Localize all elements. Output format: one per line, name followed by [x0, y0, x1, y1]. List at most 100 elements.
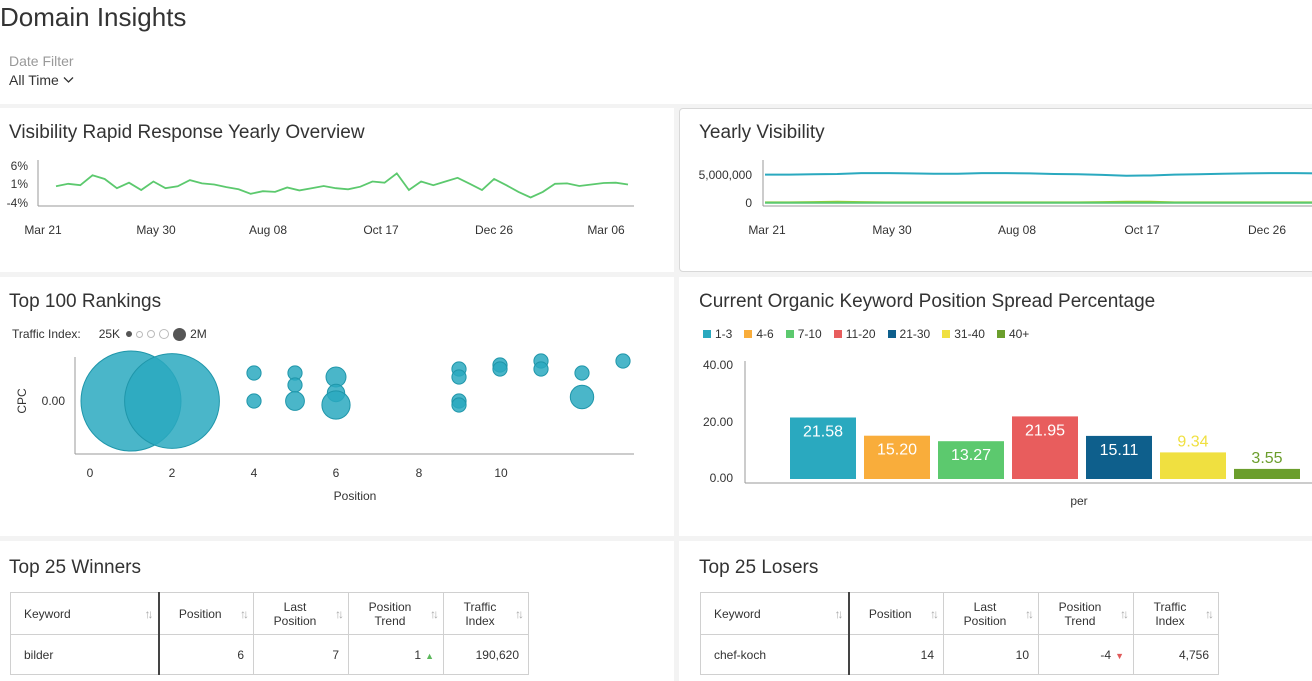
sort-arrows-icon[interactable]: ↑↓ — [144, 606, 154, 621]
legend-item[interactable]: 40+ — [996, 327, 1029, 341]
ranking-bubble[interactable] — [246, 393, 262, 409]
ranking-bubble[interactable] — [321, 390, 351, 420]
ranking-bubble[interactable] — [533, 361, 549, 377]
winners-table: Keyword ↑↓ Position ↑↓ Last Position ↑↓ Pos… — [10, 592, 529, 675]
x-axis-label: per — [1070, 494, 1087, 508]
column-header-keyword[interactable]: Keyword ↑↓ — [10, 592, 160, 635]
x-tick-label: Aug 08 — [249, 223, 287, 237]
bar-value-label: 21.58 — [803, 424, 843, 441]
spread-bar[interactable] — [1234, 468, 1300, 479]
ranking-bubble[interactable] — [124, 353, 220, 449]
visibility-series-line — [765, 172, 1312, 177]
sort-arrows-icon[interactable]: ↑↓ — [430, 606, 439, 621]
y-tick-label: 20.00 — [703, 415, 733, 429]
position-cell: 6 — [158, 634, 254, 675]
legend-item[interactable]: 4-6 — [744, 327, 774, 341]
table-row[interactable]: bilder 6 7 1 ▲ 190,620 — [10, 634, 529, 675]
y-tick-label: 5,000,000 — [699, 168, 753, 182]
top25-losers-panel: Top 25 Losers Keyword ↑↓ Position ↑↓ Last … — [679, 541, 1312, 681]
column-header-position[interactable]: Position ↑↓ — [158, 592, 254, 635]
yearly-visibility-title: Yearly Visibility — [699, 122, 825, 143]
spread-bar[interactable] — [1160, 452, 1226, 479]
sort-arrows-icon[interactable]: ↑↓ — [1205, 606, 1214, 621]
x-tick-label: Oct 17 — [1124, 223, 1160, 237]
ranking-bubble[interactable] — [285, 391, 305, 411]
bar-value-label: 21.95 — [1025, 422, 1065, 439]
top25-losers-title: Top 25 Losers — [699, 557, 819, 578]
x-tick-label: May 30 — [872, 223, 912, 237]
ranking-bubble[interactable] — [287, 377, 303, 393]
legend-item[interactable]: 11-20 — [833, 327, 876, 341]
column-header-position-trend[interactable]: Position Trend ↑↓ — [348, 592, 444, 635]
bar-value-label: 15.20 — [877, 442, 917, 459]
losers-table: Keyword ↑↓ Position ↑↓ Last Position ↑↓ Pos… — [700, 592, 1219, 675]
position-cell: 14 — [848, 634, 944, 675]
sort-arrows-icon[interactable]: ↑↓ — [1120, 606, 1129, 621]
sort-arrows-icon[interactable]: ↑↓ — [1025, 606, 1034, 621]
legend-label: 1-3 — [715, 327, 733, 341]
x-tick-label: 6 — [333, 466, 340, 480]
legend-item[interactable]: 31-40 — [942, 327, 985, 341]
spread-bar[interactable] — [790, 417, 856, 480]
legend-item[interactable]: 21-30 — [887, 327, 931, 341]
column-header-keyword[interactable]: Keyword ↑↓ — [700, 592, 850, 635]
y-tick-label: 0.00 — [710, 471, 734, 485]
position-spread-legend: 1-3 4-6 7-10 11-20 21-30 31-40 40+ — [703, 327, 1029, 341]
position-spread-panel: Current Organic Keyword Position Spread … — [679, 277, 1312, 536]
top25-winners-panel: Top 25 Winners Keyword ↑↓ Position ↑↓ Last… — [0, 541, 674, 681]
sort-arrows-icon[interactable]: ↑↓ — [515, 606, 524, 621]
page-header: Domain Insights Date Filter All Time — [0, 0, 1312, 104]
legend-label: 4-6 — [756, 327, 774, 341]
x-tick-label: Mar 21 — [24, 223, 62, 237]
date-filter-dropdown[interactable]: All Time — [9, 72, 74, 88]
column-header-traffic-index[interactable]: Traffic Index ↑↓ — [1133, 592, 1219, 635]
position-trend-cell: 1 ▲ — [348, 634, 444, 675]
ranking-bubble[interactable] — [246, 365, 262, 381]
legend-item[interactable]: 1-3 — [703, 327, 732, 341]
bar-value-label: 13.27 — [951, 447, 991, 464]
x-tick-label: Dec 26 — [475, 223, 513, 237]
ranking-bubble[interactable] — [451, 369, 467, 385]
date-filter-label: Date Filter — [9, 53, 74, 69]
sort-arrows-icon[interactable]: ↑↓ — [834, 606, 844, 621]
yearly-visibility-chart: 5,000,000 0 Mar 21 May 30 Aug 08 Oct 17 … — [699, 160, 1312, 237]
ranking-bubble[interactable] — [574, 365, 590, 381]
legend-label: 7-10 — [797, 327, 822, 341]
ranking-bubble[interactable] — [451, 397, 467, 413]
legend-swatch — [833, 330, 842, 338]
x-tick-label: Oct 17 — [363, 223, 399, 237]
spread-bar[interactable] — [938, 441, 1004, 479]
column-header-traffic-index[interactable]: Traffic Index ↑↓ — [443, 592, 529, 635]
column-header-position-trend[interactable]: Position Trend ↑↓ — [1038, 592, 1134, 635]
traffic-legend-label: Traffic Index: — [12, 327, 81, 341]
keyword-cell: chef-koch — [700, 634, 850, 675]
spread-bar[interactable] — [864, 435, 930, 479]
y-tick-label: 0.00 — [42, 394, 66, 408]
sort-arrows-icon[interactable]: ↑↓ — [335, 606, 344, 621]
sort-arrows-icon[interactable]: ↑↓ — [930, 606, 939, 621]
keyword-cell: bilder — [10, 634, 160, 675]
column-header-last-position[interactable]: Last Position ↑↓ — [253, 592, 349, 635]
table-row[interactable]: chef-koch 14 10 -4 ▼ 4,756 — [700, 634, 1219, 675]
legend-swatch — [744, 330, 753, 338]
traffic-index-cell: 4,756 — [1133, 634, 1219, 675]
legend-swatch — [703, 330, 711, 338]
legend-dot-icon — [173, 327, 187, 341]
ranking-bubble[interactable] — [569, 384, 595, 410]
sort-arrows-icon[interactable]: ↑↓ — [240, 606, 249, 621]
top100-rankings-panel: Top 100 Rankings Traffic Index: 25K 2M C… — [0, 277, 674, 536]
column-header-last-position[interactable]: Last Position ↑↓ — [943, 592, 1039, 635]
last-position-cell: 7 — [253, 634, 349, 675]
x-axis-label: Position — [334, 489, 377, 503]
legend-item[interactable]: 7-10 — [785, 327, 822, 341]
column-header-position[interactable]: Position ↑↓ — [848, 592, 944, 635]
table-header-row: Keyword ↑↓ Position ↑↓ Last Position ↑↓ Pos… — [700, 592, 1219, 635]
table-header-row: Keyword ↑↓ Position ↑↓ Last Position ↑↓ Pos… — [10, 592, 529, 635]
position-trend-cell: -4 ▼ — [1038, 634, 1134, 675]
ranking-bubble[interactable] — [492, 361, 508, 377]
spread-bar[interactable] — [1086, 435, 1152, 479]
x-tick-label: 2 — [169, 466, 176, 480]
spread-bar[interactable] — [1012, 416, 1078, 479]
legend-label: 21-30 — [899, 327, 931, 341]
ranking-bubble[interactable] — [615, 353, 631, 369]
